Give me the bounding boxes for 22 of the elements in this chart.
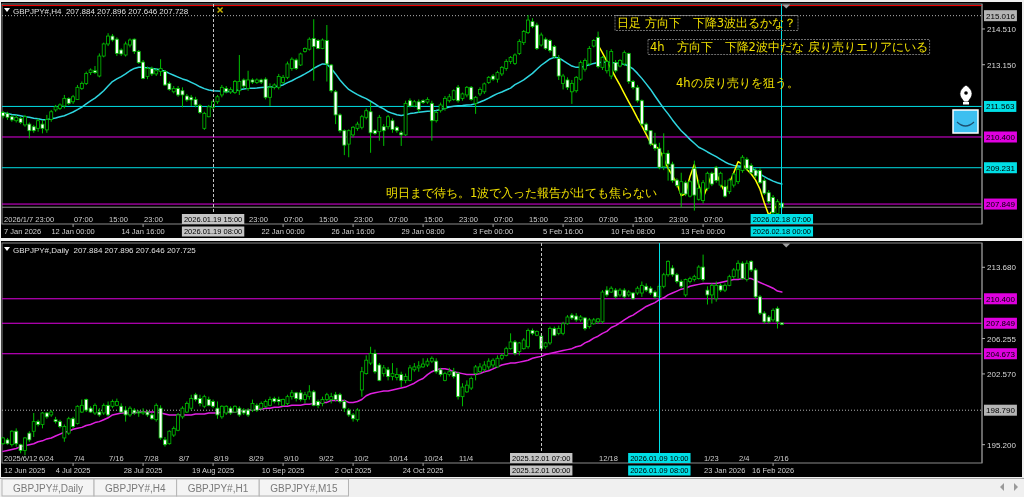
ref-line-label: 215.016 (984, 10, 1017, 22)
tab: GBPJPY#,Daily (1, 478, 95, 497)
y-tick-label: 213.150 (987, 60, 1016, 70)
tab: GBPJPY#,M15 (258, 478, 349, 497)
ref-line-label: 211.563 (984, 100, 1017, 112)
annotation: 明日まで待ち。1波で入った報告が出ても焦らない (386, 186, 658, 200)
tab: GBPJPY#,H1 (176, 478, 260, 497)
ref-line-label: 210.400 (984, 131, 1017, 143)
y-tick-label: 213.680 (987, 263, 1016, 273)
ref-line-label: 209.231 (984, 162, 1017, 174)
title: GBPJPY#,H4 207.884 207.896 207.646 207.728 (13, 6, 189, 16)
y-tick-label: 195.200 (987, 440, 1016, 450)
y-tick-label: 214.510 (987, 24, 1016, 34)
y-tick-label: 206.255 (987, 334, 1016, 344)
y-tick-label: 202.570 (987, 369, 1016, 379)
ref-line-label: 210.400 (984, 293, 1017, 305)
title: GBPJPY#,Daily 207.884 207.896 207.646 207.725 (13, 245, 196, 255)
ref-line-label: 198.790 (984, 404, 1017, 416)
tab: GBPJPY#,H4 (93, 478, 178, 497)
ref-line-label: 207.849 (984, 198, 1017, 210)
ref-line-label: 204.673 (984, 348, 1017, 360)
ref-line-label: 207.849 (984, 317, 1017, 329)
